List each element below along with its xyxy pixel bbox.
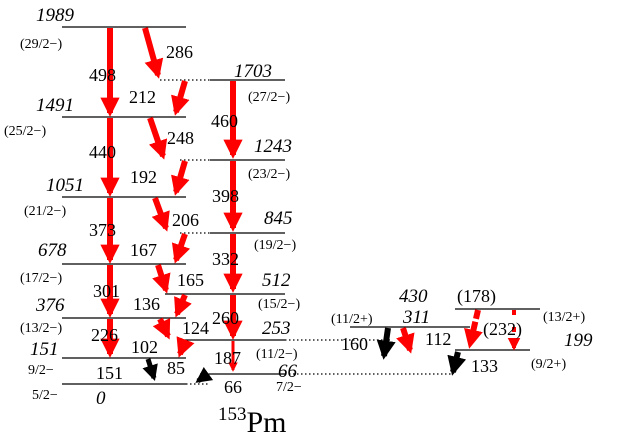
transition-energy-label: 112 [425,329,451,349]
spin-parity-label: (27/2−) [248,90,290,105]
nucleus-mass-number: 153 [218,404,247,425]
transition-arrow-133 [447,351,467,376]
transition-arrow-124 [152,317,171,340]
transition-arrows [100,27,521,384]
transition-arrow-248 [147,117,168,160]
transition-energy-label: 440 [89,142,116,162]
nucleus-label: 153Pm [218,404,287,439]
transition-energy-label: 332 [212,249,239,269]
spin-parity-label: (13/2+) [543,310,585,325]
spin-parity-label: (25/2−) [4,124,46,139]
transition-energy-label: 286 [166,42,193,62]
spin-parity-label: (13/2−) [20,321,62,336]
transition-energy-label: 212 [129,87,156,107]
level-energy-label: 0 [96,388,106,409]
spin-parity-label: (23/2−) [248,167,290,182]
transition-energy-label: 248 [167,128,194,148]
transition-energy-label: 373 [89,220,116,240]
transition-energy-label: 102 [131,337,158,357]
transition-energy-label: 151 [96,363,123,383]
spin-parity-label: (21/2−) [24,204,66,219]
transition-energy-label: 136 [133,294,160,314]
transition-arrow-212 [171,80,190,116]
transition-energy-label: 133 [471,356,498,376]
transition-arrow-151 [142,358,158,382]
spin-parity-label: (19/2−) [254,238,296,253]
transition-arrow-136 [174,293,192,318]
transition-energy-label: 301 [93,281,120,301]
transition-energy-label: 85 [167,358,185,378]
spin-parity-labels: (29/2−) (27/2−) (25/2−) (23/2−) (21/2−) … [4,37,585,403]
spin-parity-label: (11/2+) [331,312,373,327]
spin-parity-label: (11/2−) [256,347,298,362]
level-energy-label: 1051 [46,175,84,196]
level-energy-label: 66 [278,361,298,382]
level-lines [62,26,540,385]
transition-energy-label: 260 [212,308,239,328]
transition-energy-label: 192 [130,167,157,187]
level-energy-label: 151 [30,339,59,360]
spin-parity-label: (17/2−) [20,271,62,286]
level-energy-label: 1703 [234,61,272,82]
level-energy-label: 253 [262,318,291,339]
level-energy-label: 199 [564,330,593,351]
transition-arrow-160 [376,327,396,360]
level-energy-label: 311 [402,307,430,328]
level-energy-label: 845 [264,208,293,229]
transition-energy-label: 460 [211,111,238,131]
spin-parity-label: 9/2− [28,363,54,378]
level-energy-label: 430 [399,286,428,307]
transition-energy-labels: 498 286 212 460 440 248 192 398 373 206 … [89,42,522,397]
transition-energy-label: (178) [457,286,496,307]
transition-energy-label: (232) [483,319,522,340]
spin-parity-label: (15/2−) [258,297,300,312]
transition-energy-label: 398 [212,186,239,206]
transition-arrow-85 [195,367,214,384]
level-energy-label: 512 [262,270,291,291]
transition-energy-label: 187 [214,348,241,368]
transition-energy-label: 167 [130,240,157,260]
transition-arrow-311-to-253 [396,327,415,354]
transition-arrow-178 [464,309,483,349]
spin-parity-label: (9/2+) [531,357,566,372]
transition-energy-label: 160 [341,334,368,354]
level-energy-label: 1243 [254,136,292,157]
transition-arrow-206 [151,196,170,232]
level-energy-label: 1989 [36,5,75,26]
spin-parity-label: 5/2− [32,388,58,403]
transition-energy-label: 66 [224,377,242,397]
transition-energy-label: 206 [172,210,199,230]
transition-arrow-167 [171,233,191,264]
level-energy-labels: 1989 1703 1491 1243 1051 845 678 512 376… [30,5,593,409]
transition-arrow-102 [176,336,195,358]
level-energy-label: 376 [35,295,65,316]
transition-energy-label: 498 [89,65,116,85]
transition-arrow-192 [171,160,190,196]
level-energy-label: 1491 [36,95,74,116]
transition-arrow-286 [142,27,164,79]
spin-parity-label: 7/2− [276,380,302,395]
level-energy-label: 678 [38,240,67,261]
transition-energy-label: 226 [91,325,118,345]
transition-energy-label: 124 [182,318,209,338]
transition-energy-label: 165 [177,270,204,290]
transition-arrow-165 [152,264,171,294]
spin-parity-label: (29/2−) [20,37,62,52]
nucleus-symbol: Pm [247,406,287,439]
